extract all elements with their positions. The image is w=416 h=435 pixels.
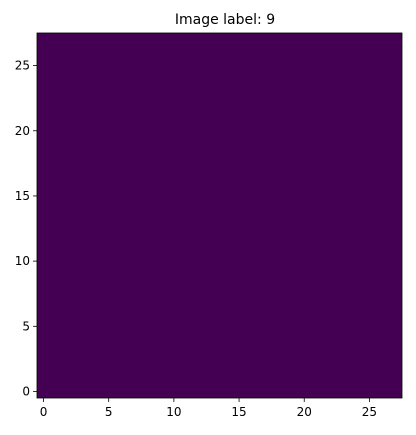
image-background: [37, 33, 402, 398]
x-tick-label: 5: [105, 405, 113, 419]
x-tick-label: 15: [231, 405, 246, 419]
y-tick-label: 5: [22, 319, 30, 333]
plot-area: [36, 32, 403, 399]
y-tick-label: 0: [22, 384, 30, 398]
y-tick-label: 10: [15, 254, 30, 268]
x-tick-label: 10: [166, 405, 181, 419]
y-tick-label: 15: [15, 189, 30, 203]
x-tick-label: 0: [40, 405, 48, 419]
x-axis: 0 5 10 15 20 25: [40, 398, 377, 419]
axes-frame: [36, 32, 403, 399]
y-tick-label: 25: [15, 59, 30, 73]
chart-title: Image label: 9: [175, 12, 275, 28]
x-tick-label: 20: [297, 405, 312, 419]
x-tick-label: 25: [362, 405, 377, 419]
y-tick-label: 20: [15, 124, 30, 138]
y-axis: 0 5 10 15 20 25: [15, 59, 37, 398]
